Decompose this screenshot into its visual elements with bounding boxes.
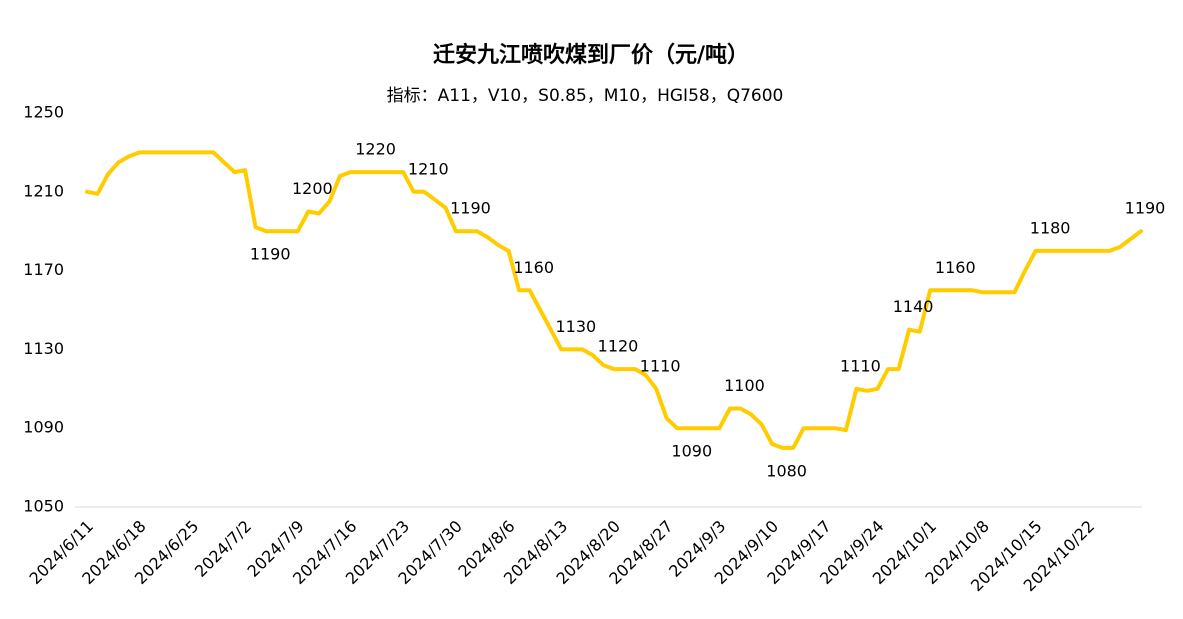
y-tick-label: 1210 bbox=[23, 181, 64, 200]
y-tick-label: 1050 bbox=[23, 497, 64, 516]
data-label: 1210 bbox=[408, 159, 449, 178]
data-label: 1140 bbox=[893, 297, 934, 316]
y-tick-label: 1170 bbox=[23, 260, 64, 279]
data-label: 1160 bbox=[513, 258, 554, 277]
data-label: 1130 bbox=[555, 317, 596, 336]
chart-title: 迁安九江喷吹煤到厂价（元/吨） bbox=[433, 42, 749, 68]
data-label: 1190 bbox=[1125, 199, 1166, 218]
line bbox=[85, 150, 1143, 450]
data-label: 1110 bbox=[640, 356, 681, 375]
data-label: 1120 bbox=[598, 337, 639, 356]
data-label: 1110 bbox=[840, 356, 881, 375]
data-label: 1200 bbox=[292, 179, 333, 198]
chart-subtitle: 指标：A11，V10，S0.85，M10，HGI58，Q7600 bbox=[387, 86, 784, 106]
data-label: 1220 bbox=[355, 140, 396, 159]
data-label: 1090 bbox=[671, 442, 712, 461]
y-tick-label: 1130 bbox=[23, 339, 64, 358]
y-tick-label: 1250 bbox=[23, 103, 64, 122]
data-label: 1190 bbox=[450, 199, 491, 218]
data-label: 1160 bbox=[935, 258, 976, 277]
data-label: 1180 bbox=[1030, 218, 1071, 237]
x-tick-label: 2024/7/2 bbox=[191, 517, 255, 581]
data-label: 1100 bbox=[724, 376, 765, 395]
data-label: 1190 bbox=[250, 245, 291, 264]
data-label: 1080 bbox=[766, 461, 807, 480]
y-tick-label: 1090 bbox=[23, 418, 64, 437]
